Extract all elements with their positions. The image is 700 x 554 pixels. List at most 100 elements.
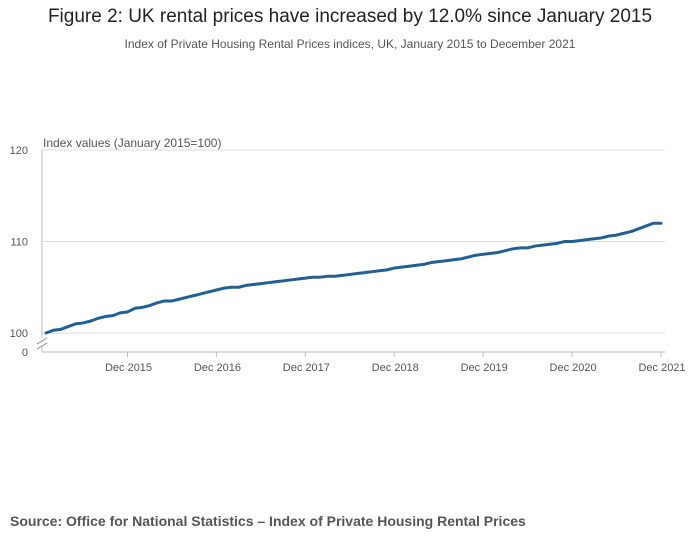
data-point bbox=[608, 235, 611, 238]
data-point bbox=[415, 264, 418, 267]
data-point bbox=[645, 224, 648, 227]
data-point bbox=[496, 251, 499, 254]
data-point bbox=[311, 276, 314, 279]
data-point bbox=[156, 301, 159, 304]
data-point bbox=[133, 307, 136, 310]
data-point bbox=[385, 268, 388, 271]
axis-break-mark bbox=[36, 337, 48, 345]
source-note: Source: Office for National Statistics –… bbox=[10, 513, 526, 529]
data-point bbox=[304, 277, 307, 280]
data-point bbox=[89, 320, 92, 323]
chart-subtitle: Index of Private Housing Rental Prices i… bbox=[124, 37, 576, 51]
data-point bbox=[445, 259, 448, 262]
data-point bbox=[326, 275, 329, 278]
data-point bbox=[652, 222, 655, 225]
axis-break-mark bbox=[36, 342, 48, 350]
x-tick-label: Dec 2020 bbox=[550, 362, 597, 374]
x-tick-label: Dec 2018 bbox=[372, 362, 419, 374]
data-point bbox=[230, 286, 233, 289]
data-point bbox=[400, 266, 403, 269]
data-point bbox=[348, 273, 351, 276]
data-point bbox=[630, 230, 633, 233]
data-point bbox=[534, 245, 537, 248]
data-point bbox=[430, 261, 433, 264]
data-point bbox=[593, 237, 596, 240]
y-tick-label: 120 bbox=[10, 145, 28, 157]
series-group bbox=[44, 221, 663, 335]
data-point bbox=[319, 276, 322, 279]
y-tick-label: 100 bbox=[10, 328, 28, 340]
data-point bbox=[571, 240, 574, 243]
data-point bbox=[378, 269, 381, 272]
data-point bbox=[504, 249, 507, 252]
data-point bbox=[467, 256, 470, 259]
data-point bbox=[578, 239, 581, 242]
data-point bbox=[237, 286, 240, 289]
data-point bbox=[459, 257, 462, 260]
data-point bbox=[452, 258, 455, 261]
data-point bbox=[59, 328, 62, 331]
data-point bbox=[363, 271, 366, 274]
data-point bbox=[622, 232, 625, 235]
data-point bbox=[563, 240, 566, 243]
data-point bbox=[104, 315, 107, 318]
x-tick-label: Dec 2021 bbox=[638, 362, 685, 374]
data-point bbox=[45, 332, 48, 335]
data-point bbox=[74, 322, 77, 325]
data-point bbox=[296, 278, 299, 281]
axis-labels: 100 110 120 0 Index values (January 2015=100… bbox=[10, 136, 686, 374]
data-point bbox=[289, 278, 292, 281]
data-point bbox=[282, 279, 285, 282]
x-tick-label: Dec 2015 bbox=[105, 362, 152, 374]
data-point bbox=[222, 287, 225, 290]
data-point bbox=[511, 247, 514, 250]
data-point bbox=[193, 294, 196, 297]
data-point bbox=[437, 260, 440, 263]
data-point bbox=[267, 281, 270, 284]
data-point bbox=[519, 246, 522, 249]
data-point bbox=[96, 317, 99, 320]
x-tick-label: Dec 2016 bbox=[194, 362, 241, 374]
data-point bbox=[148, 304, 151, 307]
data-point bbox=[489, 252, 492, 255]
y-tick-label: 110 bbox=[10, 237, 28, 249]
data-point bbox=[259, 282, 262, 285]
data-point bbox=[126, 310, 129, 313]
data-point bbox=[111, 314, 114, 317]
data-point bbox=[482, 253, 485, 256]
data-point bbox=[615, 234, 618, 237]
x-tick-label: Dec 2019 bbox=[461, 362, 508, 374]
data-point bbox=[52, 329, 55, 332]
data-point bbox=[67, 325, 70, 328]
axis-break-mask bbox=[36, 338, 48, 346]
axes bbox=[36, 150, 665, 357]
y-axis-label: Index values (January 2015=100) bbox=[43, 136, 221, 150]
y-tick-label: 0 bbox=[22, 347, 28, 359]
data-point bbox=[341, 274, 344, 277]
data-point bbox=[541, 244, 544, 247]
data-point bbox=[119, 311, 122, 314]
x-tick-label: Dec 2017 bbox=[283, 362, 330, 374]
data-point bbox=[422, 263, 425, 266]
data-point bbox=[660, 222, 663, 225]
data-point bbox=[556, 242, 559, 245]
data-point bbox=[178, 298, 181, 301]
data-point bbox=[252, 283, 255, 286]
data-point bbox=[393, 267, 396, 270]
chart-title: Figure 2: UK rental prices have increase… bbox=[47, 6, 653, 27]
data-point bbox=[170, 299, 173, 302]
data-point bbox=[82, 321, 85, 324]
data-point bbox=[408, 265, 411, 268]
data-point bbox=[215, 288, 218, 291]
data-point bbox=[585, 238, 588, 241]
data-point bbox=[245, 284, 248, 287]
data-point bbox=[637, 227, 640, 230]
data-point bbox=[371, 270, 374, 273]
data-point bbox=[185, 296, 188, 299]
data-point bbox=[200, 292, 203, 295]
series-line bbox=[44, 221, 663, 335]
data-point bbox=[163, 299, 166, 302]
data-point bbox=[356, 272, 359, 275]
data-point bbox=[141, 306, 144, 309]
